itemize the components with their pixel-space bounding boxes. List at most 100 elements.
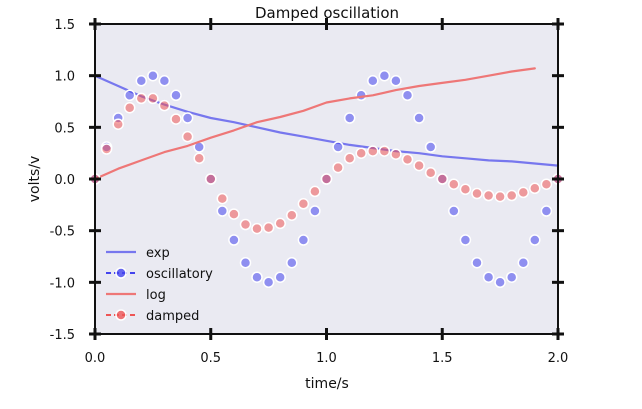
data-point-damped bbox=[367, 145, 379, 157]
tick-layer: 0.0 0.5 1.0 1.5 2.0 1.5 1.0 0.5 0.0 -0.5 -1.0 -1.5 bbox=[50, 18, 569, 366]
data-point-damped bbox=[193, 152, 205, 165]
legend-label-oscillatory: oscillatory bbox=[146, 267, 213, 282]
data-point-damped bbox=[274, 217, 286, 230]
data-point-oscillatory bbox=[216, 205, 229, 217]
data-point-oscillatory bbox=[378, 69, 391, 82]
data-point-oscillatory bbox=[239, 256, 252, 269]
data-point-oscillatory bbox=[494, 276, 506, 289]
y-tick-label: -1.5 bbox=[50, 328, 75, 343]
data-point-oscillatory bbox=[401, 89, 414, 102]
data-point-oscillatory bbox=[181, 112, 194, 124]
legend-item-exp: exp bbox=[106, 246, 170, 261]
data-point-damped bbox=[309, 185, 321, 198]
data-point-oscillatory bbox=[135, 75, 148, 87]
y-tick-label: 1.0 bbox=[54, 70, 75, 85]
data-point-damped bbox=[100, 143, 113, 155]
data-point-oscillatory bbox=[529, 234, 541, 246]
chart-title: Damped oscillation bbox=[255, 4, 399, 22]
y-tick-label: -1.0 bbox=[50, 276, 75, 291]
data-point-damped bbox=[459, 183, 472, 196]
data-point-damped bbox=[112, 118, 124, 130]
data-point-damped bbox=[216, 192, 229, 205]
y-tick-label: 0.0 bbox=[54, 173, 75, 188]
data-point-damped bbox=[170, 113, 182, 125]
legend: exp oscillatory log damped bbox=[106, 246, 213, 324]
data-point-oscillatory bbox=[286, 256, 298, 269]
data-point-oscillatory bbox=[343, 112, 356, 124]
data-point-damped bbox=[181, 130, 194, 143]
data-point-oscillatory bbox=[471, 256, 483, 269]
data-point-oscillatory bbox=[332, 141, 344, 153]
data-point-oscillatory bbox=[517, 256, 530, 269]
data-point-damped bbox=[251, 222, 263, 235]
data-point-oscillatory bbox=[147, 69, 159, 82]
y-tick-label: 1.5 bbox=[54, 18, 75, 33]
data-point-damped bbox=[413, 159, 425, 172]
x-tick-label: 0.0 bbox=[85, 351, 106, 366]
data-point-oscillatory bbox=[459, 234, 472, 246]
x-tick-label: 2.0 bbox=[548, 351, 569, 366]
data-point-damped bbox=[158, 99, 171, 112]
x-tick-label: 0.5 bbox=[200, 351, 221, 366]
series-line-log bbox=[93, 67, 536, 181]
data-point-damped bbox=[540, 178, 553, 190]
legend-swatch-marker-damped bbox=[115, 309, 127, 321]
y-axis-label: volts/v bbox=[27, 156, 43, 203]
data-point-damped bbox=[135, 92, 148, 105]
data-point-damped bbox=[529, 182, 541, 195]
x-axis-label: time/s bbox=[305, 376, 349, 392]
data-point-oscillatory bbox=[309, 205, 321, 217]
legend-label-damped: damped bbox=[146, 309, 199, 324]
legend-item-oscillatory: oscillatory bbox=[106, 267, 213, 282]
data-point-damped bbox=[286, 209, 298, 221]
legend-item-log: log bbox=[106, 288, 166, 303]
data-point-oscillatory bbox=[424, 141, 437, 153]
data-point-oscillatory bbox=[158, 75, 171, 87]
data-point-damped bbox=[320, 173, 333, 185]
y-tick-label: 0.5 bbox=[54, 121, 75, 136]
data-point-damped bbox=[448, 178, 460, 190]
data-point-damped bbox=[205, 173, 217, 185]
data-point-damped bbox=[355, 147, 367, 159]
legend-item-damped: damped bbox=[106, 309, 199, 324]
x-tick-label: 1.5 bbox=[432, 351, 453, 366]
data-point-oscillatory bbox=[262, 276, 275, 289]
data-point-oscillatory bbox=[123, 89, 136, 102]
data-point-oscillatory bbox=[505, 271, 518, 283]
data-point-damped bbox=[424, 167, 437, 179]
data-point-damped bbox=[517, 186, 530, 199]
series-layer bbox=[89, 67, 564, 289]
data-point-oscillatory bbox=[274, 271, 286, 283]
data-point-oscillatory bbox=[297, 234, 310, 246]
legend-label-log: log bbox=[146, 288, 166, 303]
x-tick-label: 1.0 bbox=[316, 351, 337, 366]
data-point-damped bbox=[390, 148, 402, 160]
data-point-damped bbox=[471, 187, 483, 200]
data-point-oscillatory bbox=[367, 75, 379, 87]
data-point-oscillatory bbox=[251, 271, 263, 283]
data-point-damped bbox=[239, 218, 252, 231]
data-point-damped bbox=[401, 153, 414, 166]
series-line-exp bbox=[93, 74, 560, 167]
data-point-damped bbox=[262, 221, 275, 234]
data-point-oscillatory bbox=[448, 205, 460, 217]
data-point-damped bbox=[482, 189, 495, 202]
legend-swatch-marker-oscillatory bbox=[115, 267, 127, 279]
data-point-oscillatory bbox=[413, 112, 425, 124]
data-point-damped bbox=[123, 101, 136, 114]
data-point-oscillatory bbox=[482, 271, 495, 283]
data-point-damped bbox=[228, 208, 240, 220]
data-point-damped bbox=[297, 198, 310, 210]
data-point-damped bbox=[343, 152, 356, 165]
data-point-damped bbox=[494, 190, 506, 203]
data-point-damped bbox=[436, 173, 449, 185]
data-point-damped bbox=[378, 145, 391, 157]
data-point-oscillatory bbox=[170, 89, 182, 102]
legend-label-exp: exp bbox=[146, 246, 170, 261]
data-point-oscillatory bbox=[390, 75, 402, 87]
data-point-damped bbox=[505, 189, 518, 202]
data-point-damped bbox=[332, 161, 344, 174]
data-point-damped bbox=[147, 92, 159, 105]
data-point-oscillatory bbox=[228, 234, 240, 246]
